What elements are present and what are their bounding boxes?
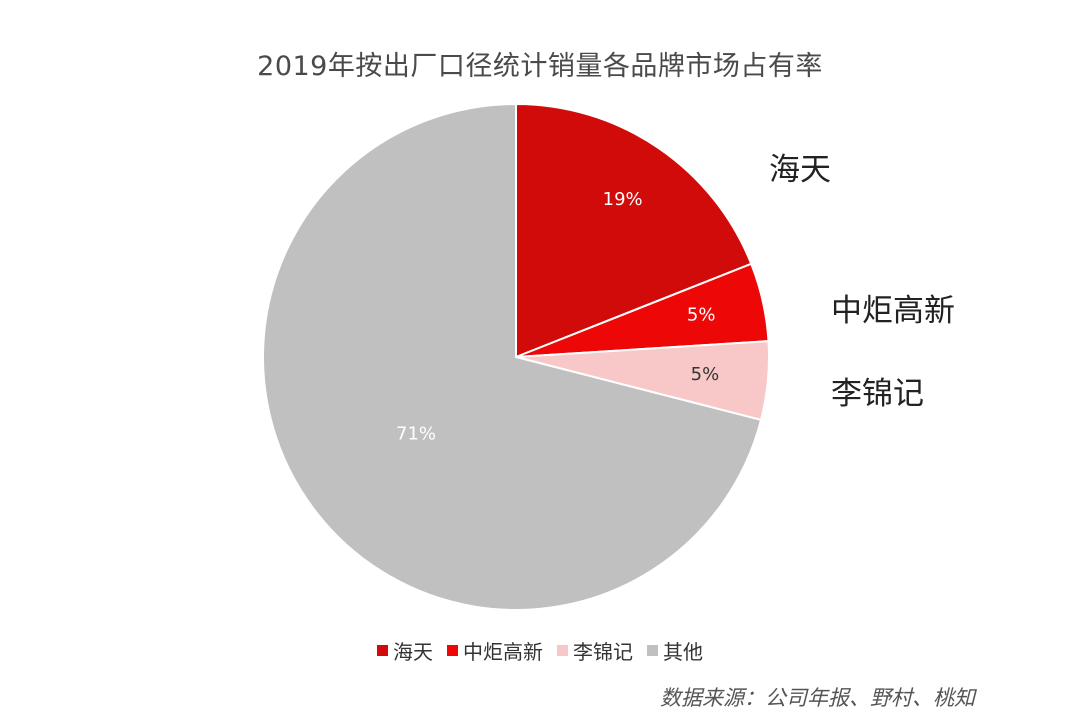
slice-label-1: 5% xyxy=(687,305,716,326)
callout-lijinji: 李锦记 xyxy=(831,376,924,412)
slice-label-3: 71% xyxy=(396,424,436,445)
legend-swatch xyxy=(557,645,568,656)
legend-swatch xyxy=(647,645,658,656)
legend-label: 李锦记 xyxy=(573,640,633,664)
legend-label: 海天 xyxy=(393,640,433,664)
legend-item-3: 其他 xyxy=(647,636,703,665)
legend-label: 中炬高新 xyxy=(463,640,543,664)
legend-item-1: 中炬高新 xyxy=(447,636,543,665)
chart-title: 2019年按出厂口径统计销量各品牌市场占有率 xyxy=(257,51,823,82)
legend-item-0: 海天 xyxy=(377,636,433,665)
chart-legend: 海天 中炬高新 李锦记 其他 xyxy=(0,636,1080,665)
pie-slice-0 xyxy=(515,102,753,359)
legend-item-2: 李锦记 xyxy=(557,636,633,665)
callout-zhongju: 中炬高新 xyxy=(831,293,955,329)
legend-label: 其他 xyxy=(663,640,703,664)
pie-slice-3 xyxy=(262,102,763,611)
legend-swatch xyxy=(447,645,458,656)
legend-swatch xyxy=(377,645,388,656)
data-source: 数据来源：公司年报、野村、桃知 xyxy=(660,686,975,710)
callout-haitian: 海天 xyxy=(769,152,831,188)
slice-label-2: 5% xyxy=(691,364,720,385)
slice-label-0: 19% xyxy=(603,189,643,210)
